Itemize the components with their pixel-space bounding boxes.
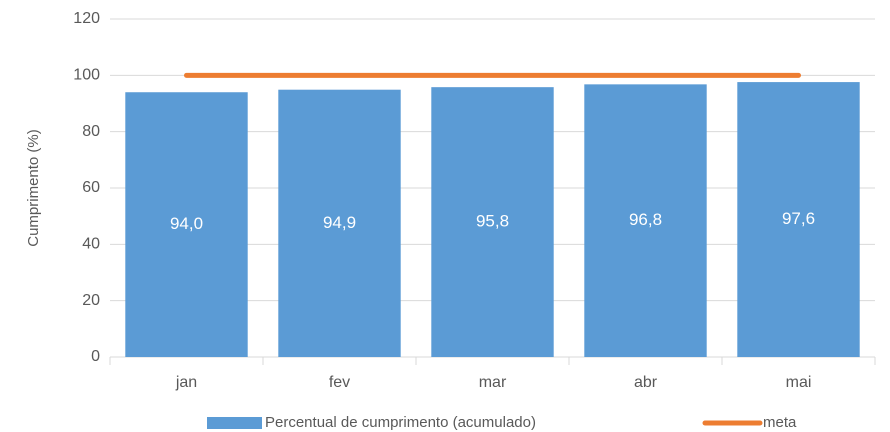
bar — [584, 84, 707, 357]
bar — [431, 87, 554, 357]
y-tick-label: 80 — [82, 123, 100, 140]
bar — [278, 89, 401, 357]
legend-label: meta — [763, 414, 797, 431]
y-tick-label: 120 — [73, 10, 100, 27]
x-tick-label: mar — [479, 374, 507, 391]
value-label: 97,6 — [782, 209, 815, 228]
value-label: 95,8 — [476, 212, 509, 231]
value-label: 94,0 — [170, 214, 203, 233]
x-tick-label: fev — [329, 374, 350, 391]
x-tick-label: jan — [175, 374, 197, 391]
y-tick-label: 20 — [82, 292, 100, 309]
value-label: 94,9 — [323, 213, 356, 232]
value-label: 96,8 — [629, 210, 662, 229]
legend-label: Percentual de cumprimento (acumulado) — [265, 414, 536, 431]
x-tick-label: abr — [634, 374, 658, 391]
legend-swatch — [207, 417, 262, 429]
y-tick-label: 60 — [82, 179, 100, 196]
y-tick-label: 100 — [73, 67, 100, 84]
y-tick-label: 0 — [91, 348, 100, 365]
bar — [737, 82, 860, 358]
y-tick-label: 40 — [82, 236, 100, 253]
bar — [125, 92, 248, 357]
y-axis-label: Cumprimento (%) — [25, 129, 42, 247]
x-tick-label: mai — [786, 374, 812, 391]
